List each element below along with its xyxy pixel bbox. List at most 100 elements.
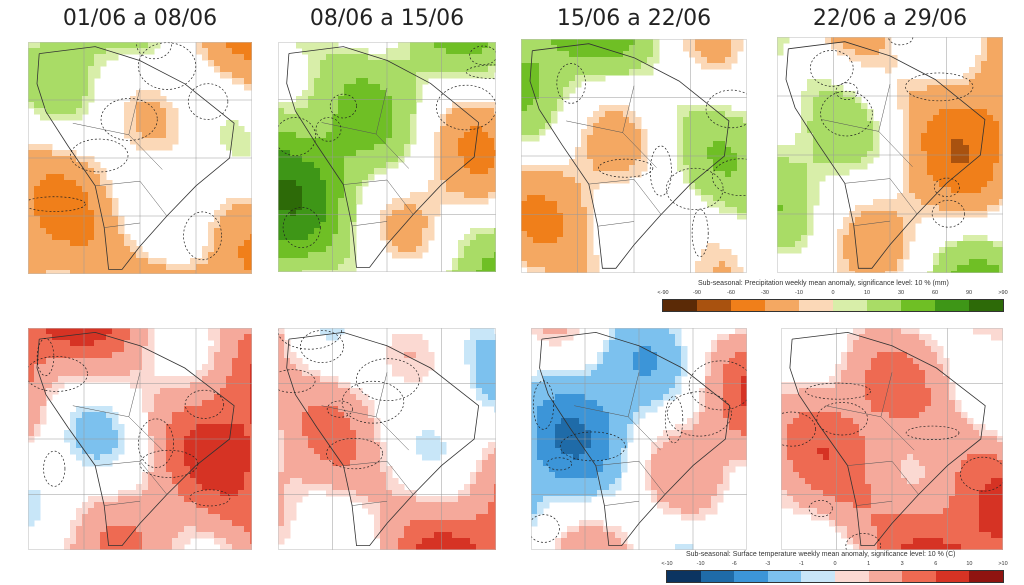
significance-contour xyxy=(356,358,420,402)
precipitation-colorbar-tick-label: -30 xyxy=(761,290,769,296)
map-frame xyxy=(278,328,496,550)
anomaly-field xyxy=(28,42,252,274)
anomaly-field xyxy=(781,328,1003,550)
temperature-colorbar-tick-label: -3 xyxy=(765,561,771,567)
significance-contour xyxy=(667,391,732,437)
country-border xyxy=(375,87,388,135)
country-border xyxy=(104,222,141,228)
country-border xyxy=(104,500,141,506)
week-title-4: 22/06 a 29/06 xyxy=(812,6,968,31)
significance-contour xyxy=(315,117,342,142)
significance-contour xyxy=(187,83,229,120)
significance-contour xyxy=(184,389,225,419)
significance-contour xyxy=(28,356,88,392)
significance-contour xyxy=(28,196,86,212)
significance-contour xyxy=(816,402,868,436)
significance-contour xyxy=(905,72,974,102)
significance-contour xyxy=(712,158,747,196)
country-border xyxy=(627,372,640,417)
precipitation-map-week-4 xyxy=(777,37,1003,273)
significance-contour xyxy=(888,37,914,46)
map-frame xyxy=(531,328,747,550)
map-frame xyxy=(278,42,496,272)
lat-lon-grid xyxy=(28,328,252,550)
significance-contour xyxy=(805,382,871,400)
temperature-colorbar-swatch xyxy=(902,571,936,582)
precipitation-colorbar-ticks: <-90 -90 -60 -30 -10 0 10 30 60 90 >90 xyxy=(657,290,1007,298)
significance-contour xyxy=(691,209,709,258)
country-border xyxy=(844,178,918,215)
coastline xyxy=(36,331,235,547)
coastline xyxy=(529,43,730,269)
significance-contour xyxy=(809,50,854,87)
lat-lon-grid xyxy=(781,328,1003,550)
country-border xyxy=(847,460,919,495)
significance-contour xyxy=(282,207,321,249)
week-title-1: 01/06 a 08/06 xyxy=(62,6,218,31)
temperature-map-week-1 xyxy=(28,328,252,550)
significance-contour xyxy=(905,425,960,440)
precipitation-map-week-2 xyxy=(278,42,496,272)
temperature-colorbar-tick-label: 6 xyxy=(934,561,938,567)
significance-contour xyxy=(326,400,353,418)
significance-contour xyxy=(598,158,654,178)
precipitation-colorbar-tick-label: 30 xyxy=(897,290,905,296)
temperature-colorbar-tick-label: 10 xyxy=(966,561,973,567)
country-border xyxy=(853,220,891,227)
significance-contour xyxy=(139,449,199,478)
country-border xyxy=(352,221,388,227)
precipitation-colorbar-swatch xyxy=(663,300,697,311)
significance-contour xyxy=(705,89,747,129)
precipitation-colorbar-tick-label: -90 xyxy=(693,290,701,296)
country-border xyxy=(352,500,388,506)
temperature-colorbar-tick-label: -6 xyxy=(731,561,737,567)
significance-contour xyxy=(183,211,222,261)
precipitation-colorbar-swatch xyxy=(969,300,1003,311)
temperature-colorbar-swatch xyxy=(734,571,768,582)
map-frame xyxy=(521,39,747,273)
precipitation-colorbar-swatch xyxy=(731,300,765,311)
lat-lon-grid xyxy=(531,328,747,550)
significance-contour xyxy=(278,328,342,350)
precipitation-colorbar-swatch xyxy=(765,300,799,311)
significance-contour xyxy=(531,514,560,543)
coastline xyxy=(785,41,986,269)
significance-contour xyxy=(820,90,873,137)
anomaly-field xyxy=(278,328,496,550)
country-border xyxy=(588,179,662,215)
significance-contour xyxy=(100,98,158,141)
significance-contour xyxy=(137,418,174,469)
country-border xyxy=(95,180,168,217)
week-title-3: 15/06 a 22/06 xyxy=(556,6,712,31)
significance-contour xyxy=(532,380,555,430)
map-frame xyxy=(28,42,252,274)
temperature-colorbar-tick-label: -10 xyxy=(696,561,705,567)
country-border xyxy=(880,372,893,417)
temperature-map-week-4 xyxy=(781,328,1003,550)
precipitation-colorbar-swatch xyxy=(697,300,731,311)
country-border xyxy=(375,372,388,417)
significance-contour xyxy=(43,450,66,487)
temperature-colorbar-swatch xyxy=(834,571,869,582)
significance-contour xyxy=(326,437,383,470)
significance-contour xyxy=(70,138,129,173)
precipitation-colorbar-tick-label: -60 xyxy=(727,290,735,296)
precipitation-colorbar-swatch xyxy=(935,300,969,311)
significance-contour xyxy=(435,84,496,131)
precipitation-colorbar-tick-label: 0 xyxy=(831,290,835,296)
significance-contour xyxy=(649,145,672,197)
lat-lon-grid xyxy=(521,39,747,273)
significance-contour xyxy=(933,177,960,197)
country-border xyxy=(595,460,666,495)
significance-contour xyxy=(835,82,859,101)
temperature-colorbar-swatch xyxy=(935,571,970,582)
significance-contour xyxy=(137,42,197,90)
significance-contour xyxy=(559,431,626,462)
coastline xyxy=(36,46,235,270)
significance-contour xyxy=(329,93,357,119)
coastline xyxy=(789,331,986,547)
significance-contour xyxy=(278,369,316,393)
significance-contour xyxy=(299,330,344,363)
temperature-colorbar-swatch xyxy=(667,571,701,582)
significance-contour xyxy=(546,457,573,471)
